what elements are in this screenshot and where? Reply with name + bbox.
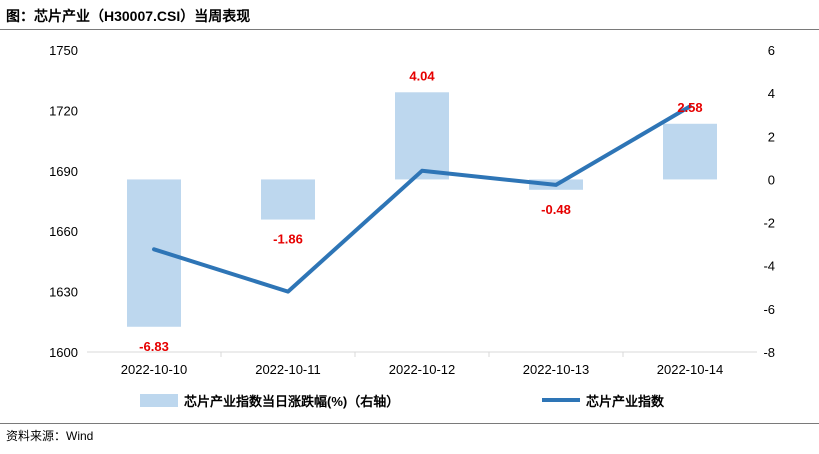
right-axis-tick-label: 4	[768, 86, 775, 101]
x-axis-tick-label: 2022-10-10	[121, 362, 188, 377]
line-point-2022-10-13	[554, 183, 558, 187]
right-axis-tick-label: -4	[763, 259, 775, 274]
bar-2022-10-14	[663, 123, 717, 180]
data-labels: -6.83 -1.86 4.04 -0.48 2.58	[139, 68, 702, 353]
legend-line-label: 芯片产业指数	[586, 394, 665, 409]
x-axis-tick-label: 2022-10-13	[523, 362, 590, 377]
data-label: 2.58	[677, 100, 702, 115]
top-divider	[0, 29, 819, 30]
legend: 芯片产业指数当日涨跌幅(%)（右轴） 芯片产业指数	[140, 394, 665, 409]
line-point-2022-10-14	[688, 104, 692, 108]
line-point-2022-10-12	[420, 169, 424, 173]
bottom-divider	[0, 423, 819, 424]
x-axis-tick-label: 2022-10-11	[255, 362, 321, 377]
x-axis-tick-label: 2022-10-14	[657, 362, 724, 377]
bar-series	[127, 92, 717, 327]
left-axis-tick-label: 1600	[49, 345, 78, 360]
source-note: 资料来源：Wind	[6, 429, 94, 443]
legend-bar-label: 芯片产业指数当日涨跌幅(%)（右轴）	[184, 394, 399, 409]
tick-labels: 1600 1630 1660 1690 1720 1750 -8 -6 -4 -2 0 2 4 6 2022…	[49, 43, 775, 377]
right-axis-tick-label: 6	[768, 43, 775, 58]
right-axis-tick-label: -2	[763, 216, 775, 231]
axes	[87, 351, 757, 357]
left-axis-tick-label: 1690	[49, 164, 78, 179]
left-axis-tick-label: 1720	[49, 103, 78, 118]
x-axis-tick-label: 2022-10-12	[389, 362, 456, 377]
right-axis-tick-label: 0	[768, 172, 775, 187]
line-series	[152, 104, 692, 294]
chart-title: 图：芯片产业（H30007.CSI）当周表现	[6, 8, 251, 24]
right-axis-tick-label: -6	[763, 302, 775, 317]
data-label: -6.83	[139, 339, 169, 354]
data-label: -0.48	[541, 202, 571, 217]
line-point-2022-10-11	[286, 290, 290, 294]
bar-2022-10-12	[395, 92, 449, 180]
bar-2022-10-10	[127, 179, 181, 327]
right-axis-tick-label: -8	[763, 345, 775, 360]
right-axis-tick-label: 2	[768, 129, 775, 144]
bar-2022-10-11	[261, 179, 315, 220]
left-axis-tick-label: 1750	[49, 43, 78, 58]
data-label: -1.86	[273, 232, 303, 247]
data-label: 4.04	[409, 68, 435, 83]
legend-bar-swatch	[140, 394, 178, 407]
left-axis-tick-label: 1630	[49, 285, 78, 300]
left-axis-tick-label: 1660	[49, 224, 78, 239]
line-point-2022-10-10	[152, 247, 156, 251]
